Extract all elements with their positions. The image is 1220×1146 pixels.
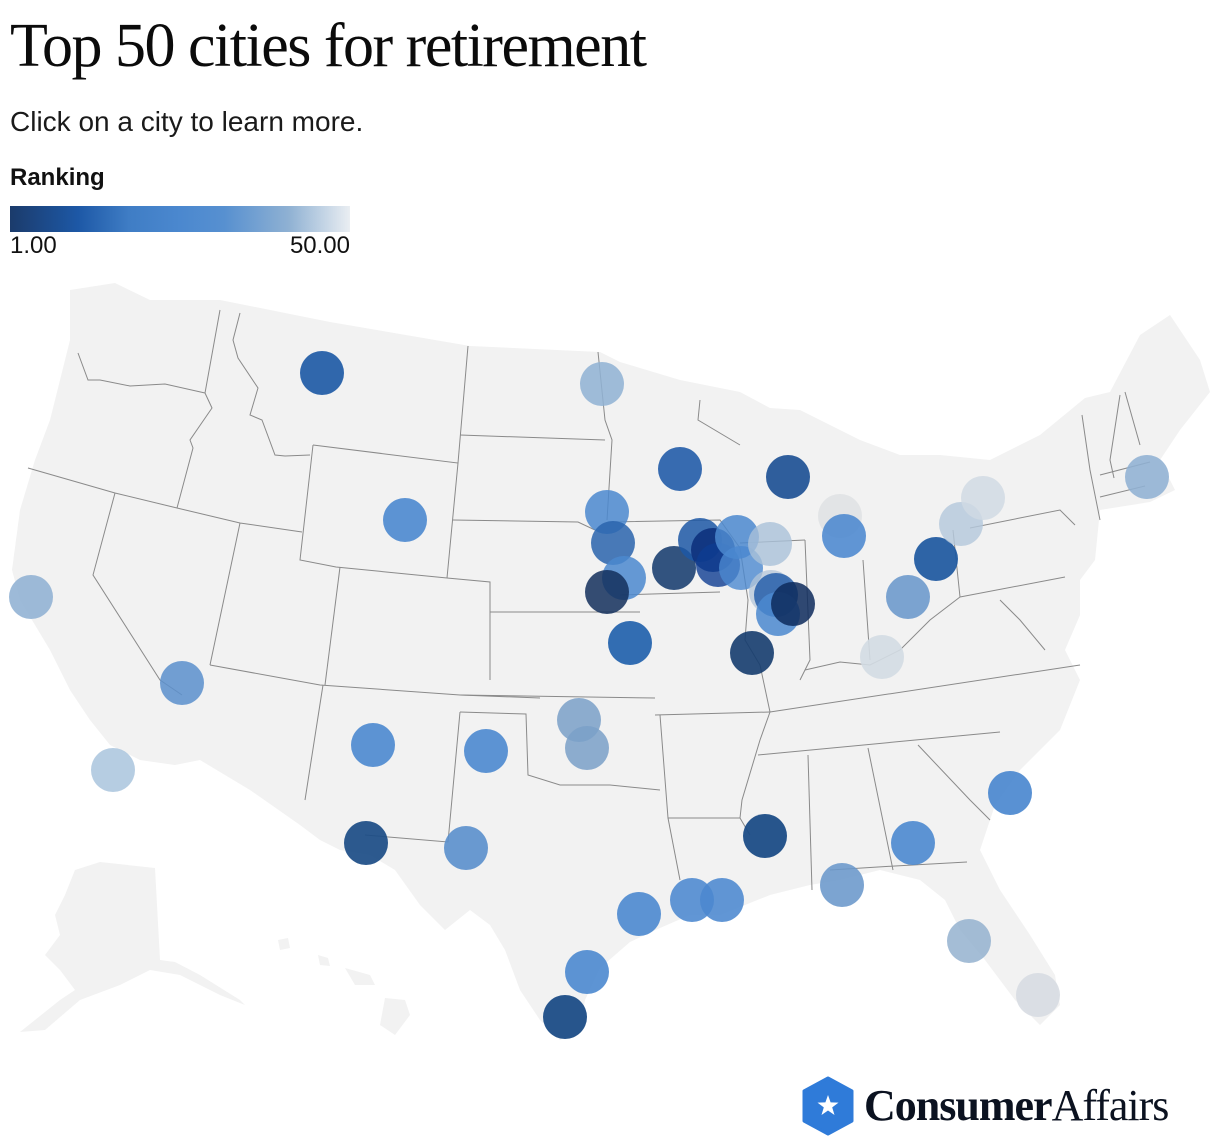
logo-wordmark: ConsumerAffairs xyxy=(864,1076,1170,1136)
city-marker[interactable] xyxy=(565,950,609,994)
legend-color-scale xyxy=(10,206,350,232)
city-marker[interactable] xyxy=(822,514,866,558)
city-marker[interactable] xyxy=(160,661,204,705)
city-marker[interactable] xyxy=(351,723,395,767)
city-marker[interactable] xyxy=(464,729,508,773)
city-marker[interactable] xyxy=(988,771,1032,815)
city-marker[interactable] xyxy=(891,821,935,865)
us-map xyxy=(0,280,1220,1040)
logo-brand-regular: Affairs xyxy=(1051,1081,1170,1130)
city-marker[interactable] xyxy=(743,814,787,858)
city-marker[interactable] xyxy=(748,522,792,566)
page-title: Top 50 cities for retirement xyxy=(10,12,647,80)
city-marker[interactable] xyxy=(820,863,864,907)
city-marker[interactable] xyxy=(652,546,696,590)
city-marker[interactable] xyxy=(585,570,629,614)
city-marker[interactable] xyxy=(608,621,652,665)
city-marker[interactable] xyxy=(91,748,135,792)
city-marker[interactable] xyxy=(766,455,810,499)
city-marker[interactable] xyxy=(860,635,904,679)
city-marker[interactable] xyxy=(543,995,587,1039)
city-marker[interactable] xyxy=(9,575,53,619)
state-borders xyxy=(27,309,1151,891)
city-marker[interactable] xyxy=(617,892,661,936)
city-marker[interactable] xyxy=(383,498,427,542)
city-marker[interactable] xyxy=(580,362,624,406)
city-marker[interactable] xyxy=(730,631,774,675)
legend-title: Ranking xyxy=(10,164,105,191)
city-marker[interactable] xyxy=(771,582,815,626)
city-marker[interactable] xyxy=(658,447,702,491)
legend-max-label: 50.00 xyxy=(289,232,350,259)
hawaii-shape xyxy=(278,938,410,1035)
city-marker[interactable] xyxy=(1125,455,1169,499)
city-markers[interactable] xyxy=(9,351,1169,1039)
city-marker[interactable] xyxy=(961,476,1005,520)
city-marker[interactable] xyxy=(719,546,763,590)
consumeraffairs-logo[interactable]: ConsumerAffairs xyxy=(802,1076,1170,1136)
legend-min-label: 1.00 xyxy=(10,232,57,259)
logo-brand-bold: Consumer xyxy=(864,1081,1053,1130)
page-subtitle: Click on a city to learn more. xyxy=(10,106,364,137)
city-marker[interactable] xyxy=(300,351,344,395)
city-marker[interactable] xyxy=(591,521,635,565)
city-marker[interactable] xyxy=(565,726,609,770)
city-marker[interactable] xyxy=(344,821,388,865)
city-marker[interactable] xyxy=(914,537,958,581)
star-hexagon-icon xyxy=(802,1076,854,1136)
city-marker[interactable] xyxy=(947,919,991,963)
city-marker[interactable] xyxy=(1016,973,1060,1017)
alaska-shape xyxy=(20,862,245,1032)
city-marker[interactable] xyxy=(886,575,930,619)
city-marker[interactable] xyxy=(444,826,488,870)
city-marker[interactable] xyxy=(700,878,744,922)
